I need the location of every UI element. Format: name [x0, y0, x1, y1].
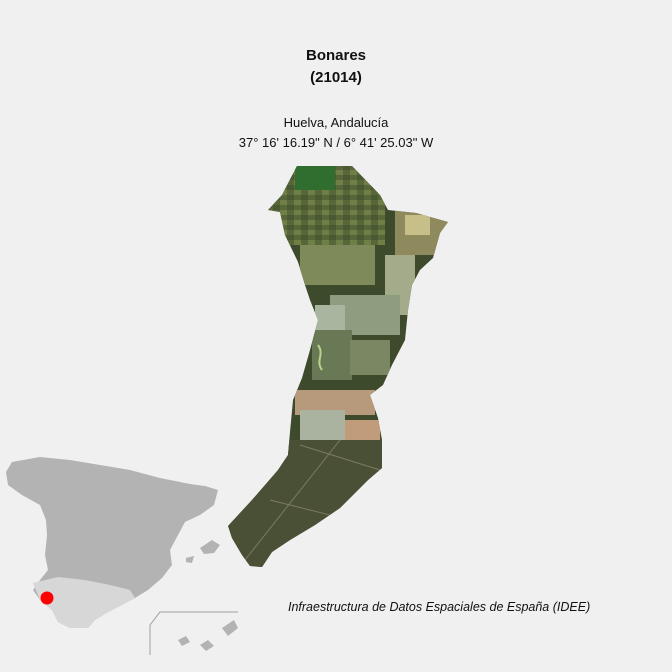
coordinates-label: 37° 16' 16.19" N / 6° 41' 25.03" W — [238, 135, 434, 150]
region-label: Huelva, Andalucía — [283, 115, 389, 130]
location-marker — [40, 591, 54, 605]
balearic-island-2 — [186, 556, 194, 563]
canary-islands-shape-3 — [222, 620, 238, 636]
municipality-satellite-image — [228, 166, 448, 567]
spain-inset-map — [6, 457, 238, 655]
data-source-credit: Infraestructura de Datos Espaciales de E… — [288, 600, 591, 614]
municipality-code: (21014) — [310, 69, 362, 86]
canary-islands-shape-2 — [200, 640, 214, 651]
canary-islands-shape-1 — [178, 636, 190, 646]
canary-islands-frame — [149, 611, 238, 655]
municipality-name: Bonares — [305, 47, 367, 64]
andalucia-region-shape — [33, 577, 135, 628]
balearic-island-1 — [200, 540, 220, 554]
